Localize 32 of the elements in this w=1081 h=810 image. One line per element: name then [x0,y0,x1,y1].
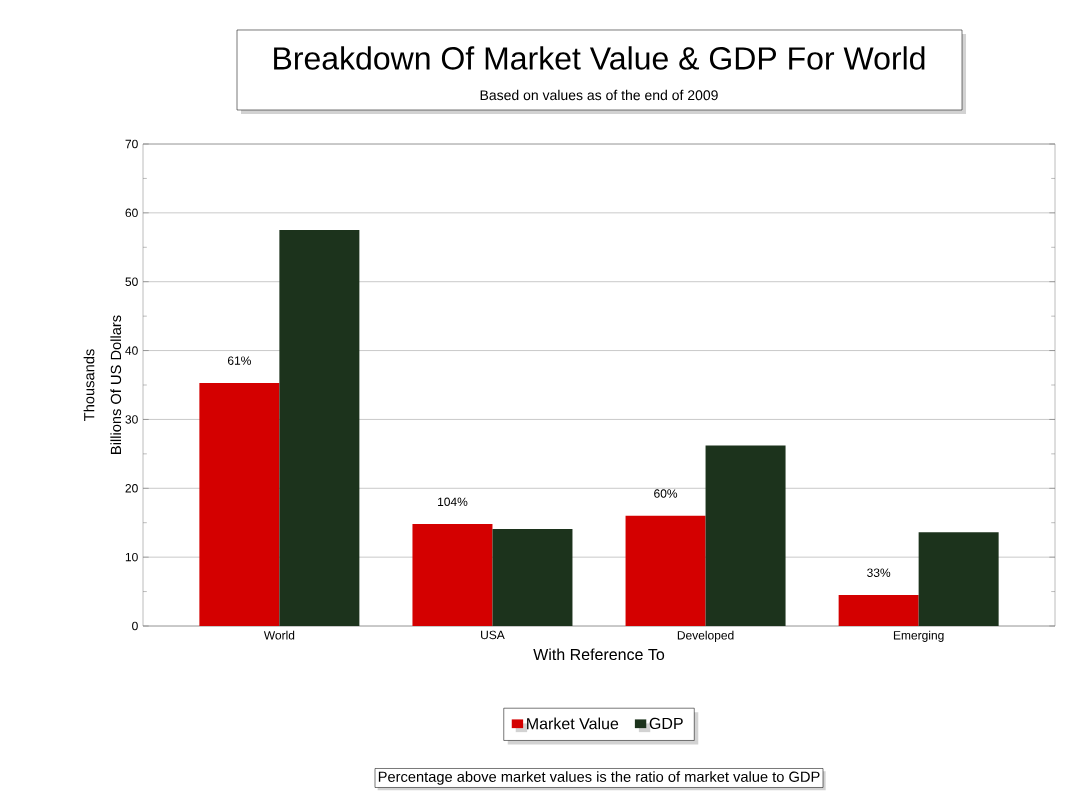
y-tick-label: 0 [132,621,138,631]
legend-label: Market Value [527,717,619,730]
annotation: 60% [654,489,678,498]
bar [279,230,360,626]
y-tick-label: 60 [125,208,138,218]
bar [199,382,280,626]
x-tick-label: World [263,630,295,640]
x-axis-title: With Reference To [533,648,665,661]
y-tick-label: 70 [125,139,138,149]
bar [625,515,706,626]
chart-subtitle: Based on values as of the end of 2009 [480,89,718,101]
annotation: 33% [867,568,891,577]
text: Percentage above market values is the ratio of market value to GDP [378,771,820,785]
bar [838,595,919,626]
y-tick-label: 30 [125,415,138,424]
x-tick-label: Developed [677,630,734,642]
y-tick-label: 50 [125,277,138,286]
x-tick-label: USA [481,630,505,640]
y-axis-title: Billions Of US Dollars [110,315,122,454]
annotation: 61% [227,356,251,365]
y-tick-label: 10 [125,552,138,562]
text: Thousands [83,349,95,421]
bar [918,532,999,626]
y-tick-label: 40 [125,346,138,355]
annotation: 104% [438,497,468,507]
bar [705,445,786,626]
y-tick-label: 20 [125,484,138,493]
chart-title: Breakdown Of Market Value & GDP For World [274,46,925,70]
bar [412,524,493,626]
bar [492,528,573,626]
x-tick-label: Emerging [893,630,944,642]
legend-label: GDP [649,717,683,730]
